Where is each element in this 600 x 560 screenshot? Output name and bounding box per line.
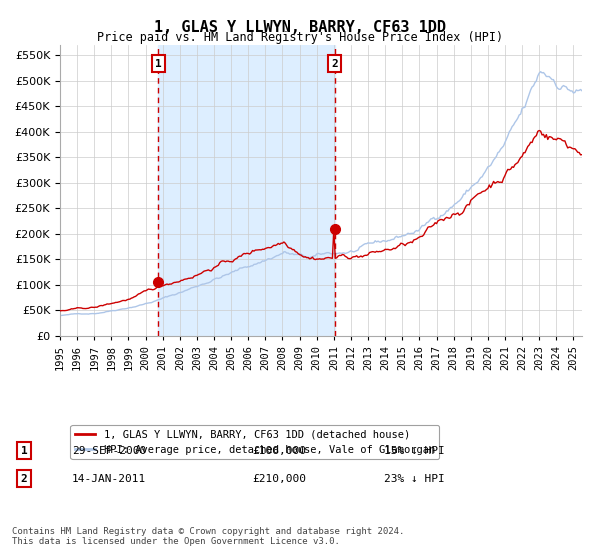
Legend: 1, GLAS Y LLWYN, BARRY, CF63 1DD (detached house), HPI: Average price, detached : 1, GLAS Y LLWYN, BARRY, CF63 1DD (detach… (70, 426, 439, 459)
Text: 23% ↓ HPI: 23% ↓ HPI (384, 474, 445, 484)
Text: 2: 2 (331, 59, 338, 69)
Text: 15% ↓ HPI: 15% ↓ HPI (384, 446, 445, 456)
Text: 2: 2 (20, 474, 28, 484)
Text: 1: 1 (155, 59, 162, 69)
Text: £210,000: £210,000 (252, 474, 306, 484)
Text: 1: 1 (20, 446, 28, 456)
Text: 29-SEP-2000: 29-SEP-2000 (72, 446, 146, 456)
Text: Contains HM Land Registry data © Crown copyright and database right 2024.
This d: Contains HM Land Registry data © Crown c… (12, 526, 404, 546)
Text: 1, GLAS Y LLWYN, BARRY, CF63 1DD: 1, GLAS Y LLWYN, BARRY, CF63 1DD (154, 20, 446, 35)
Bar (158, 45, 335, 336)
Text: 14-JAN-2011: 14-JAN-2011 (72, 474, 146, 484)
Text: Price paid vs. HM Land Registry's House Price Index (HPI): Price paid vs. HM Land Registry's House … (97, 31, 503, 44)
Text: £106,000: £106,000 (252, 446, 306, 456)
